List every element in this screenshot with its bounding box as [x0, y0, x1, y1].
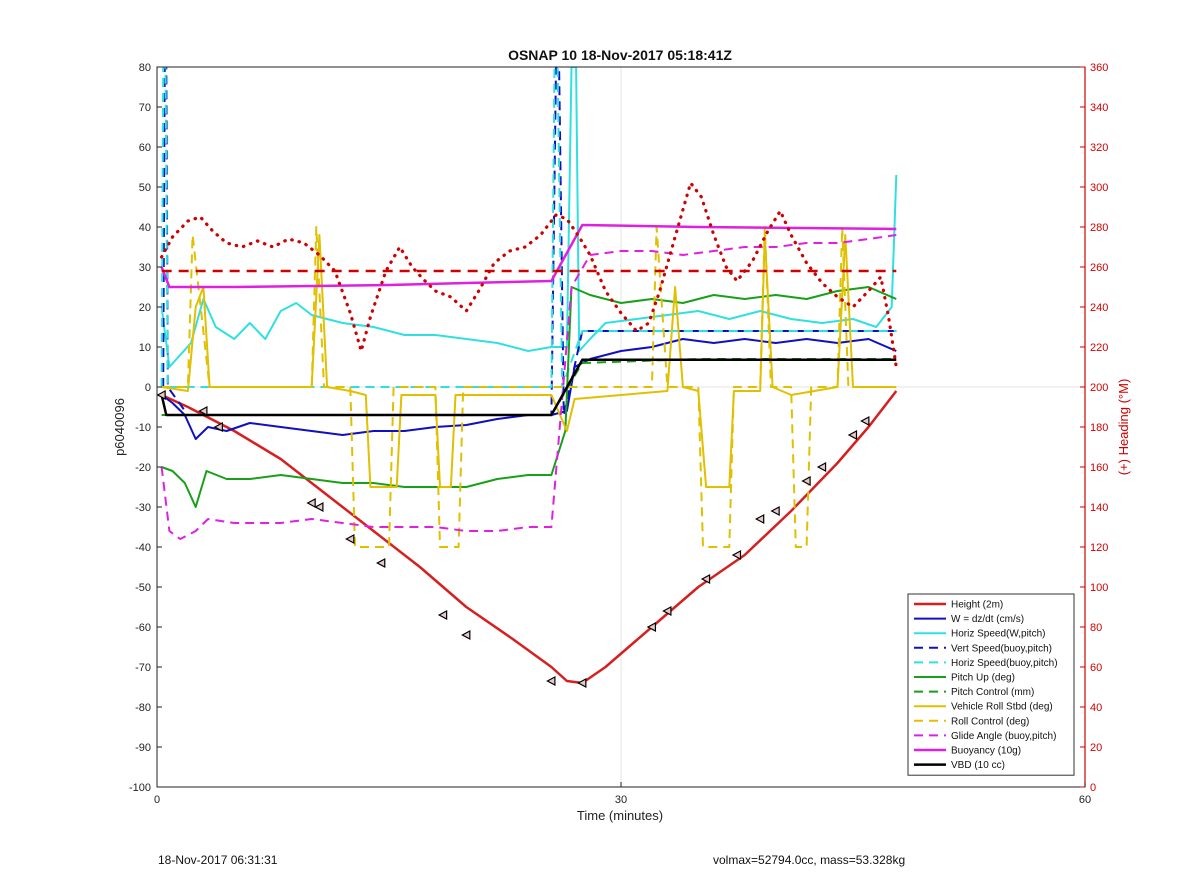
y-axis-title: p6040096 — [112, 398, 127, 456]
height-marker-19 — [847, 430, 858, 440]
height-marker-0 — [156, 390, 166, 400]
height-marker-5 — [345, 534, 355, 544]
height-markers — [156, 390, 870, 688]
height-marker-9 — [546, 676, 556, 686]
y2-tick-label-2: 40 — [1090, 702, 1102, 714]
series-roll_ctrl — [161, 226, 897, 548]
legend-label-vbd: VBD (10 cc) — [951, 760, 1005, 771]
y2-tick-label-17: 340 — [1090, 102, 1108, 114]
y-tick-label-0: -100 — [129, 782, 151, 794]
y-tick-label-4: -60 — [135, 622, 151, 634]
y2-tick-label-0: 0 — [1090, 782, 1096, 794]
y2-tick-label-13: 260 — [1090, 262, 1108, 274]
y-tick-label-6: -40 — [135, 542, 151, 554]
y2-tick-label-6: 120 — [1090, 542, 1108, 554]
y2-tick-label-8: 160 — [1090, 462, 1108, 474]
height-marker-3 — [306, 498, 316, 508]
y-tick-label-11: 10 — [139, 342, 151, 354]
height-marker-12 — [662, 606, 672, 616]
y-tick-label-16: 60 — [139, 142, 151, 154]
y2-tick-label-16: 320 — [1090, 142, 1108, 154]
height-marker-2 — [213, 422, 223, 432]
y-tick-label-14: 40 — [139, 222, 151, 234]
y-tick-label-8: -20 — [135, 462, 151, 474]
height-marker-8 — [461, 630, 471, 640]
y2-tick-label-10: 200 — [1090, 382, 1108, 394]
legend-label-pitch: Pitch Up (deg) — [951, 673, 1015, 684]
y-tick-label-5: -50 — [135, 582, 151, 594]
footer-timestamp: 18-Nov-2017 06:31:31 — [158, 853, 278, 867]
heading-dotted-line — [160, 179, 898, 369]
series-buoyancy — [160, 223, 897, 289]
y2-tick-label-3: 60 — [1090, 662, 1102, 674]
y2-tick-label-11: 220 — [1090, 342, 1108, 354]
series-height — [161, 390, 898, 685]
height-marker-6 — [375, 558, 386, 568]
legend-label-w: W = dz/dt (cm/s) — [951, 614, 1024, 625]
y-tick-label-10: 0 — [145, 382, 151, 394]
series-pitch — [161, 286, 897, 508]
y-tick-label-1: -90 — [135, 742, 151, 754]
x-tick-label-0: 0 — [154, 794, 160, 806]
height-marker-11 — [646, 622, 657, 632]
x-tick-label-2: 60 — [1079, 794, 1091, 806]
y-tick-label-7: -30 — [135, 502, 151, 514]
y2-tick-label-1: 20 — [1090, 742, 1102, 754]
legend-label-roll_ctrl: Roll Control (deg) — [951, 716, 1029, 727]
legend-label-height: Height (2m) — [951, 600, 1003, 611]
legend-label-pitch_ctrl: Pitch Control (mm) — [951, 687, 1034, 698]
y2-axis-title: (+) Heading (°M) — [1116, 379, 1131, 476]
y-tick-label-9: -10 — [135, 422, 151, 434]
y2-tick-label-7: 140 — [1090, 502, 1108, 514]
height-marker-20 — [860, 416, 870, 426]
legend-label-buoyancy: Buoyancy (10g) — [951, 746, 1021, 757]
y-tick-label-15: 50 — [139, 182, 151, 194]
footer-volmax-mass: volmax=52794.0cc, mass=53.328kg — [713, 853, 906, 867]
series-horiz — [160, 67, 898, 368]
height-marker-13 — [700, 574, 711, 584]
y2-tick-label-15: 300 — [1090, 182, 1108, 194]
y2-tick-label-14: 280 — [1090, 222, 1108, 234]
series-horiz_buoy — [160, 67, 897, 388]
legend-box — [907, 593, 1075, 776]
height-marker-4 — [314, 502, 324, 512]
height-marker-17 — [801, 476, 811, 486]
y2-tick-label-12: 240 — [1090, 302, 1108, 314]
x-axis-title: Time (minutes) — [577, 808, 663, 823]
legend-label-glide: Glide Angle (buoy,pitch) — [951, 731, 1056, 742]
x-tick-label-1: 30 — [615, 794, 627, 806]
y-tick-label-17: 70 — [139, 102, 151, 114]
y2-tick-label-4: 80 — [1090, 622, 1102, 634]
height-marker-1 — [198, 406, 208, 416]
legend-label-horiz_buoy: Horiz Speed(buoy,pitch) — [951, 658, 1058, 669]
y-tick-label-2: -80 — [135, 702, 151, 714]
legend-label-horiz: Horiz Speed(W,pitch) — [951, 629, 1045, 640]
legend-label-vert_buoy: Vert Speed(buoy,pitch) — [951, 643, 1052, 654]
height-marker-7 — [437, 610, 448, 620]
height-marker-15 — [754, 514, 765, 524]
y-tick-label-13: 30 — [139, 262, 151, 274]
height-marker-14 — [731, 550, 742, 560]
y2-tick-label-9: 180 — [1090, 422, 1108, 434]
height-marker-18 — [816, 462, 827, 472]
y2-tick-label-18: 360 — [1090, 62, 1108, 74]
series-vert_buoy — [162, 67, 897, 416]
chart-title: OSNAP 10 18-Nov-2017 05:18:41Z — [508, 47, 732, 63]
y-tick-label-12: 20 — [139, 302, 151, 314]
legend-label-roll: Vehicle Roll Stbd (deg) — [951, 702, 1053, 713]
height-marker-16 — [770, 506, 780, 516]
series-w — [161, 338, 897, 440]
series-vbd — [160, 358, 897, 417]
y-tick-label-18: 80 — [139, 62, 151, 74]
series-group — [160, 67, 898, 685]
y2-tick-label-5: 100 — [1090, 582, 1108, 594]
height-marker-10 — [577, 678, 587, 688]
y-tick-label-3: -70 — [135, 662, 151, 674]
